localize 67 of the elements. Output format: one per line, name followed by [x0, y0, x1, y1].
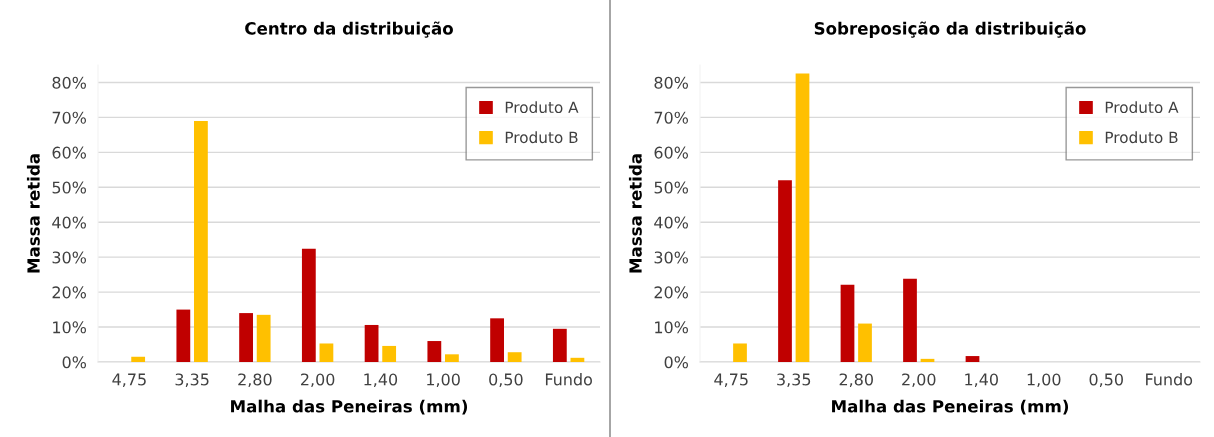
bar	[858, 323, 872, 362]
y-axis-title: Massa retida	[628, 154, 642, 273]
y-tick-label: 30%	[654, 251, 689, 264]
bar	[364, 324, 379, 362]
x-tick-label: 3,35	[777, 373, 811, 388]
bar	[570, 357, 585, 362]
y-tick-label: 0%	[62, 356, 87, 369]
x-tick-label: 4,75	[714, 373, 748, 388]
x-axis-title: Malha das Peneiras (mm)	[832, 399, 1069, 415]
bar	[920, 358, 935, 362]
y-tick-label: 70%	[52, 111, 87, 124]
y-tick-label: 40%	[52, 216, 87, 229]
bar	[445, 354, 459, 362]
bar	[840, 284, 855, 362]
y-tick-label: 10%	[655, 321, 689, 334]
bar	[131, 356, 146, 362]
x-tick-label: 1,00	[427, 373, 460, 388]
bar	[903, 278, 917, 362]
bar	[427, 341, 442, 362]
legend-label: Produto B	[505, 131, 578, 144]
legend-label: Produto B	[1105, 131, 1178, 144]
bar	[319, 343, 334, 362]
bar	[507, 352, 522, 362]
x-tick-label: 4,75	[112, 373, 146, 388]
y-tick-label: 20%	[654, 286, 689, 299]
x-tick-label: 0,50	[489, 373, 523, 388]
y-tick-label: 80%	[654, 76, 689, 89]
x-tick-label: 1,40	[364, 373, 398, 388]
x-tick-label: Fundo	[545, 373, 592, 386]
bar	[239, 313, 253, 362]
y-tick-label: 0%	[664, 356, 689, 369]
chart-title: Centro da distribuição	[245, 21, 453, 38]
y-tick-label: 60%	[654, 146, 689, 159]
x-tick-label: 1,40	[965, 373, 998, 388]
bar	[795, 73, 810, 362]
x-tick-label: 2,80	[238, 373, 272, 388]
x-tick-label: Fundo	[1146, 373, 1193, 386]
legend-label: Produto A	[505, 101, 579, 114]
bar	[176, 309, 191, 362]
x-tick-label: 2,00	[902, 373, 936, 388]
chart-title: Sobreposição da distribuição	[814, 21, 1086, 38]
x-tick-label: 2,00	[301, 373, 335, 388]
bar	[733, 343, 747, 362]
y-axis-title: Massa retida	[26, 154, 40, 273]
y-tick-label: 40%	[654, 216, 689, 229]
x-tick-label: 3,35	[175, 373, 209, 388]
y-tick-label: 10%	[53, 321, 87, 334]
bar	[552, 328, 567, 362]
y-tick-label: 70%	[654, 111, 689, 124]
y-tick-label: 30%	[52, 251, 87, 264]
bar	[965, 356, 980, 362]
bar	[301, 248, 316, 362]
y-tick-label: 20%	[52, 286, 87, 299]
bar	[194, 120, 208, 362]
x-tick-label: 2,80	[839, 373, 873, 388]
bar	[256, 314, 271, 362]
y-tick-label: 80%	[52, 76, 87, 89]
y-tick-label: 50%	[654, 181, 689, 194]
y-tick-label: 60%	[52, 146, 87, 159]
y-tick-label: 50%	[52, 181, 87, 194]
legend-label: Produto A	[1105, 101, 1179, 114]
bar	[778, 180, 792, 362]
bar	[490, 318, 504, 362]
x-tick-label: 1,00	[1027, 373, 1061, 388]
x-tick-label: 0,50	[1089, 373, 1123, 388]
bar	[382, 345, 397, 362]
x-axis-title: Malha das Peneiras (mm)	[231, 399, 468, 415]
